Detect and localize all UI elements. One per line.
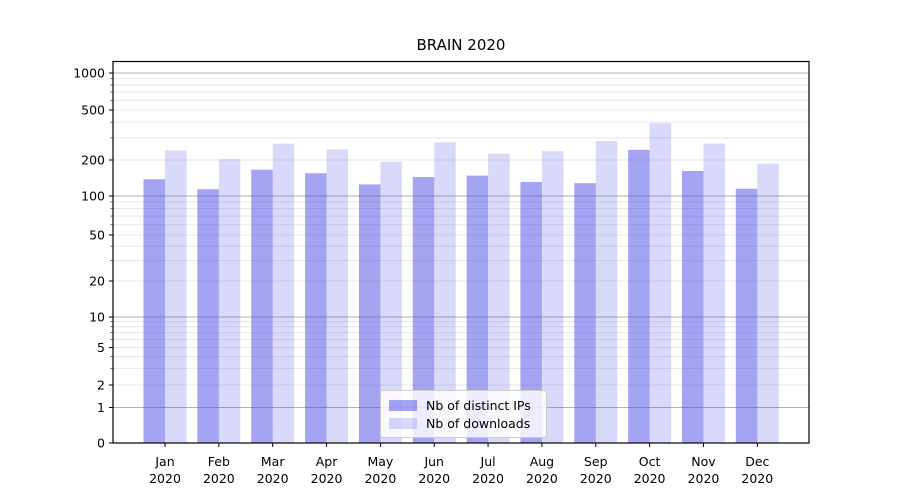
- legend-swatch-distinct-ips: [389, 399, 417, 411]
- bar-downloads-feb: [218, 159, 241, 443]
- x-tick-label-feb: Feb 2020: [203, 454, 235, 486]
- bar-downloads-apr: [326, 149, 349, 443]
- bar-downloads-oct: [649, 123, 672, 444]
- x-tick-label-jan: Jan 2020: [149, 454, 181, 486]
- x-tick-label-jun: Jun 2020: [418, 454, 450, 486]
- y-tick-label-5: 5: [97, 340, 105, 355]
- bar-distinct-ips-nov: [681, 170, 704, 444]
- bar-distinct-ips-may: [358, 184, 381, 443]
- bar-downloads-jun: [434, 142, 456, 444]
- x-tick-label-oct: Oct 2020: [634, 454, 666, 486]
- bar-distinct-ips-sep: [574, 183, 596, 443]
- bar-downloads-aug: [541, 151, 564, 443]
- legend-label-distinct-ips: Nb of distinct IPs: [426, 397, 531, 413]
- y-tick-label-10: 10: [89, 310, 105, 325]
- bar-distinct-ips-jul: [466, 175, 489, 444]
- y-tick-label-50: 50: [89, 228, 105, 243]
- x-tick-label-nov: Nov 2020: [688, 454, 720, 486]
- bar-downloads-mar: [272, 143, 295, 443]
- x-tick-label-aug: Aug 2020: [526, 454, 558, 486]
- x-tick-label-mar: Mar 2020: [257, 454, 289, 486]
- bar-downloads-nov: [703, 143, 725, 443]
- bar-distinct-ips-jun: [412, 177, 435, 443]
- y-tick-label-500: 500: [81, 103, 105, 118]
- y-tick-label-100: 100: [81, 189, 105, 204]
- bar-downloads-dec: [757, 163, 779, 443]
- y-tick-label-200: 200: [81, 153, 105, 168]
- bar-distinct-ips-mar: [251, 169, 273, 443]
- bar-downloads-jul: [488, 153, 510, 443]
- x-tick-label-sep: Sep 2020: [580, 454, 612, 486]
- bar-distinct-ips-jan: [143, 179, 165, 443]
- chart-title: BRAIN 2020: [416, 36, 506, 54]
- bar-downloads-jan: [165, 150, 187, 443]
- x-tick-label-dec: Dec 2020: [741, 454, 773, 486]
- x-tick-label-jul: Jul 2020: [472, 454, 504, 486]
- x-tick-label-apr: Apr 2020: [311, 454, 343, 486]
- bar-distinct-ips-dec: [735, 188, 758, 443]
- x-tick-label-may: May 2020: [364, 454, 396, 486]
- bar-distinct-ips-aug: [520, 181, 542, 444]
- legend: Nb of distinct IPs Nb of downloads: [380, 390, 547, 438]
- bar-downloads-sep: [595, 141, 618, 443]
- plot-border: [112, 60, 810, 444]
- bar-distinct-ips-apr: [305, 173, 327, 443]
- y-tick-label-1000: 1000: [73, 66, 105, 81]
- legend-item-downloads: Nb of downloads: [389, 414, 538, 432]
- bar-distinct-ips-feb: [197, 189, 219, 443]
- bar-distinct-ips-oct: [628, 149, 650, 443]
- y-tick-label-1: 1: [97, 400, 105, 415]
- legend-item-distinct-ips: Nb of distinct IPs: [389, 396, 538, 414]
- y-tick-label-0: 0: [97, 436, 105, 451]
- y-tick-label-20: 20: [89, 274, 105, 289]
- y-tick-label-2: 2: [97, 378, 105, 393]
- legend-label-downloads: Nb of downloads: [426, 415, 531, 431]
- legend-swatch-downloads: [389, 417, 417, 429]
- bar-downloads-may: [380, 161, 402, 443]
